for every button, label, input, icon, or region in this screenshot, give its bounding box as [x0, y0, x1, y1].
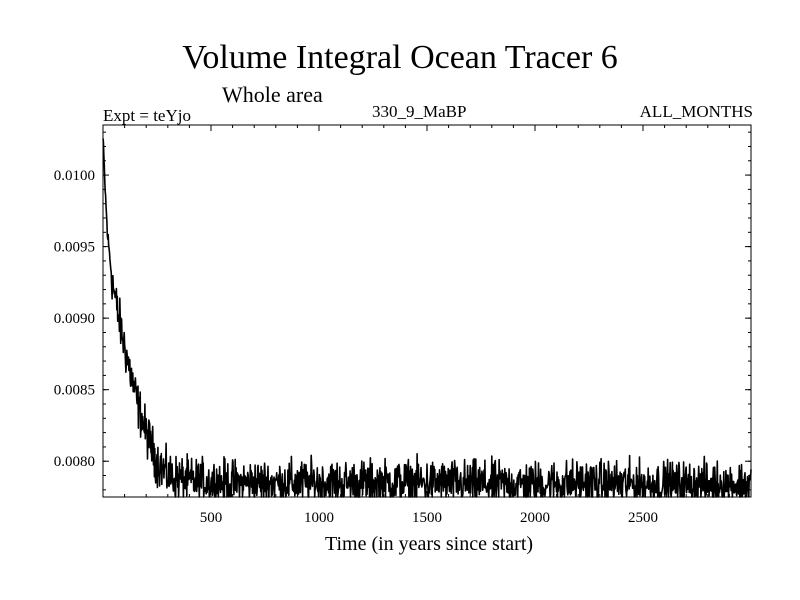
y-tick-label: 0.0090 [54, 311, 95, 327]
x-tick-label: 2000 [520, 510, 550, 526]
x-tick-label: 1500 [412, 510, 442, 526]
chart-subtitle: Whole area [222, 82, 323, 107]
y-tick-label: 0.0100 [54, 168, 95, 184]
x-tick-label: 2500 [628, 510, 658, 526]
x-axis-label: Time (in years since start) [324, 533, 534, 555]
y-tick-label: 0.0095 [54, 240, 95, 256]
x-tick-label: 1000 [304, 510, 334, 526]
y-tick-label: 0.0080 [54, 454, 95, 470]
y-tick-label: 0.0085 [54, 383, 95, 399]
x-tick-label: 500 [200, 510, 223, 526]
plot-frame [102, 124, 752, 498]
series-line-tracer6 [102, 138, 752, 498]
experiment-label: Expt = teYjo [103, 106, 191, 125]
y-axis-ticks: 0.0080 0.0085 0.0090 0.0095 0.0100 [54, 131, 751, 491]
chart-title: Volume Integral Ocean Tracer 6 [182, 39, 618, 76]
period-label: ALL_MONTHS [639, 102, 753, 121]
run-label: 330_9_MaBP [372, 102, 467, 121]
